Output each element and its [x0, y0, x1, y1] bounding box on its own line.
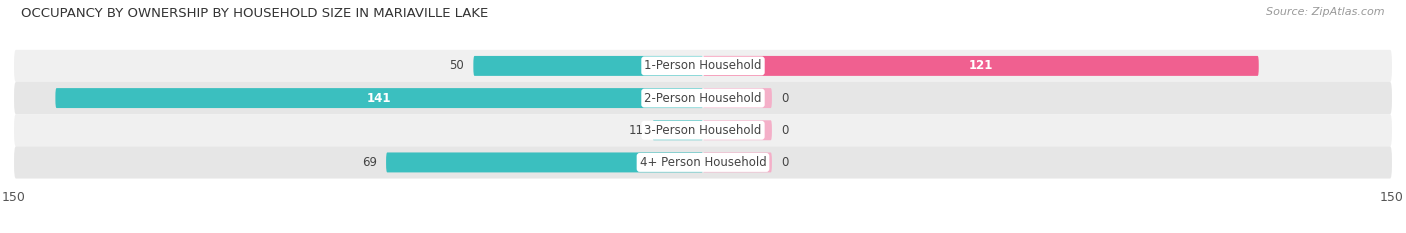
Text: 121: 121	[969, 59, 993, 72]
FancyBboxPatch shape	[14, 82, 1392, 114]
Text: OCCUPANCY BY OWNERSHIP BY HOUSEHOLD SIZE IN MARIAVILLE LAKE: OCCUPANCY BY OWNERSHIP BY HOUSEHOLD SIZE…	[21, 7, 488, 20]
FancyBboxPatch shape	[14, 50, 1392, 82]
Text: 1-Person Household: 1-Person Household	[644, 59, 762, 72]
Text: 141: 141	[367, 92, 391, 105]
FancyBboxPatch shape	[14, 146, 1392, 178]
FancyBboxPatch shape	[652, 120, 703, 140]
FancyBboxPatch shape	[14, 114, 1392, 146]
Text: 69: 69	[361, 156, 377, 169]
FancyBboxPatch shape	[55, 88, 703, 108]
FancyBboxPatch shape	[703, 88, 772, 108]
Text: 0: 0	[782, 124, 789, 137]
Text: 11: 11	[628, 124, 644, 137]
Text: Source: ZipAtlas.com: Source: ZipAtlas.com	[1267, 7, 1385, 17]
Text: 4+ Person Household: 4+ Person Household	[640, 156, 766, 169]
Text: 0: 0	[782, 92, 789, 105]
FancyBboxPatch shape	[703, 56, 1258, 76]
FancyBboxPatch shape	[703, 120, 772, 140]
FancyBboxPatch shape	[703, 152, 772, 172]
Text: 0: 0	[782, 156, 789, 169]
Text: 50: 50	[450, 59, 464, 72]
FancyBboxPatch shape	[387, 152, 703, 172]
Text: 3-Person Household: 3-Person Household	[644, 124, 762, 137]
Text: 2-Person Household: 2-Person Household	[644, 92, 762, 105]
FancyBboxPatch shape	[474, 56, 703, 76]
